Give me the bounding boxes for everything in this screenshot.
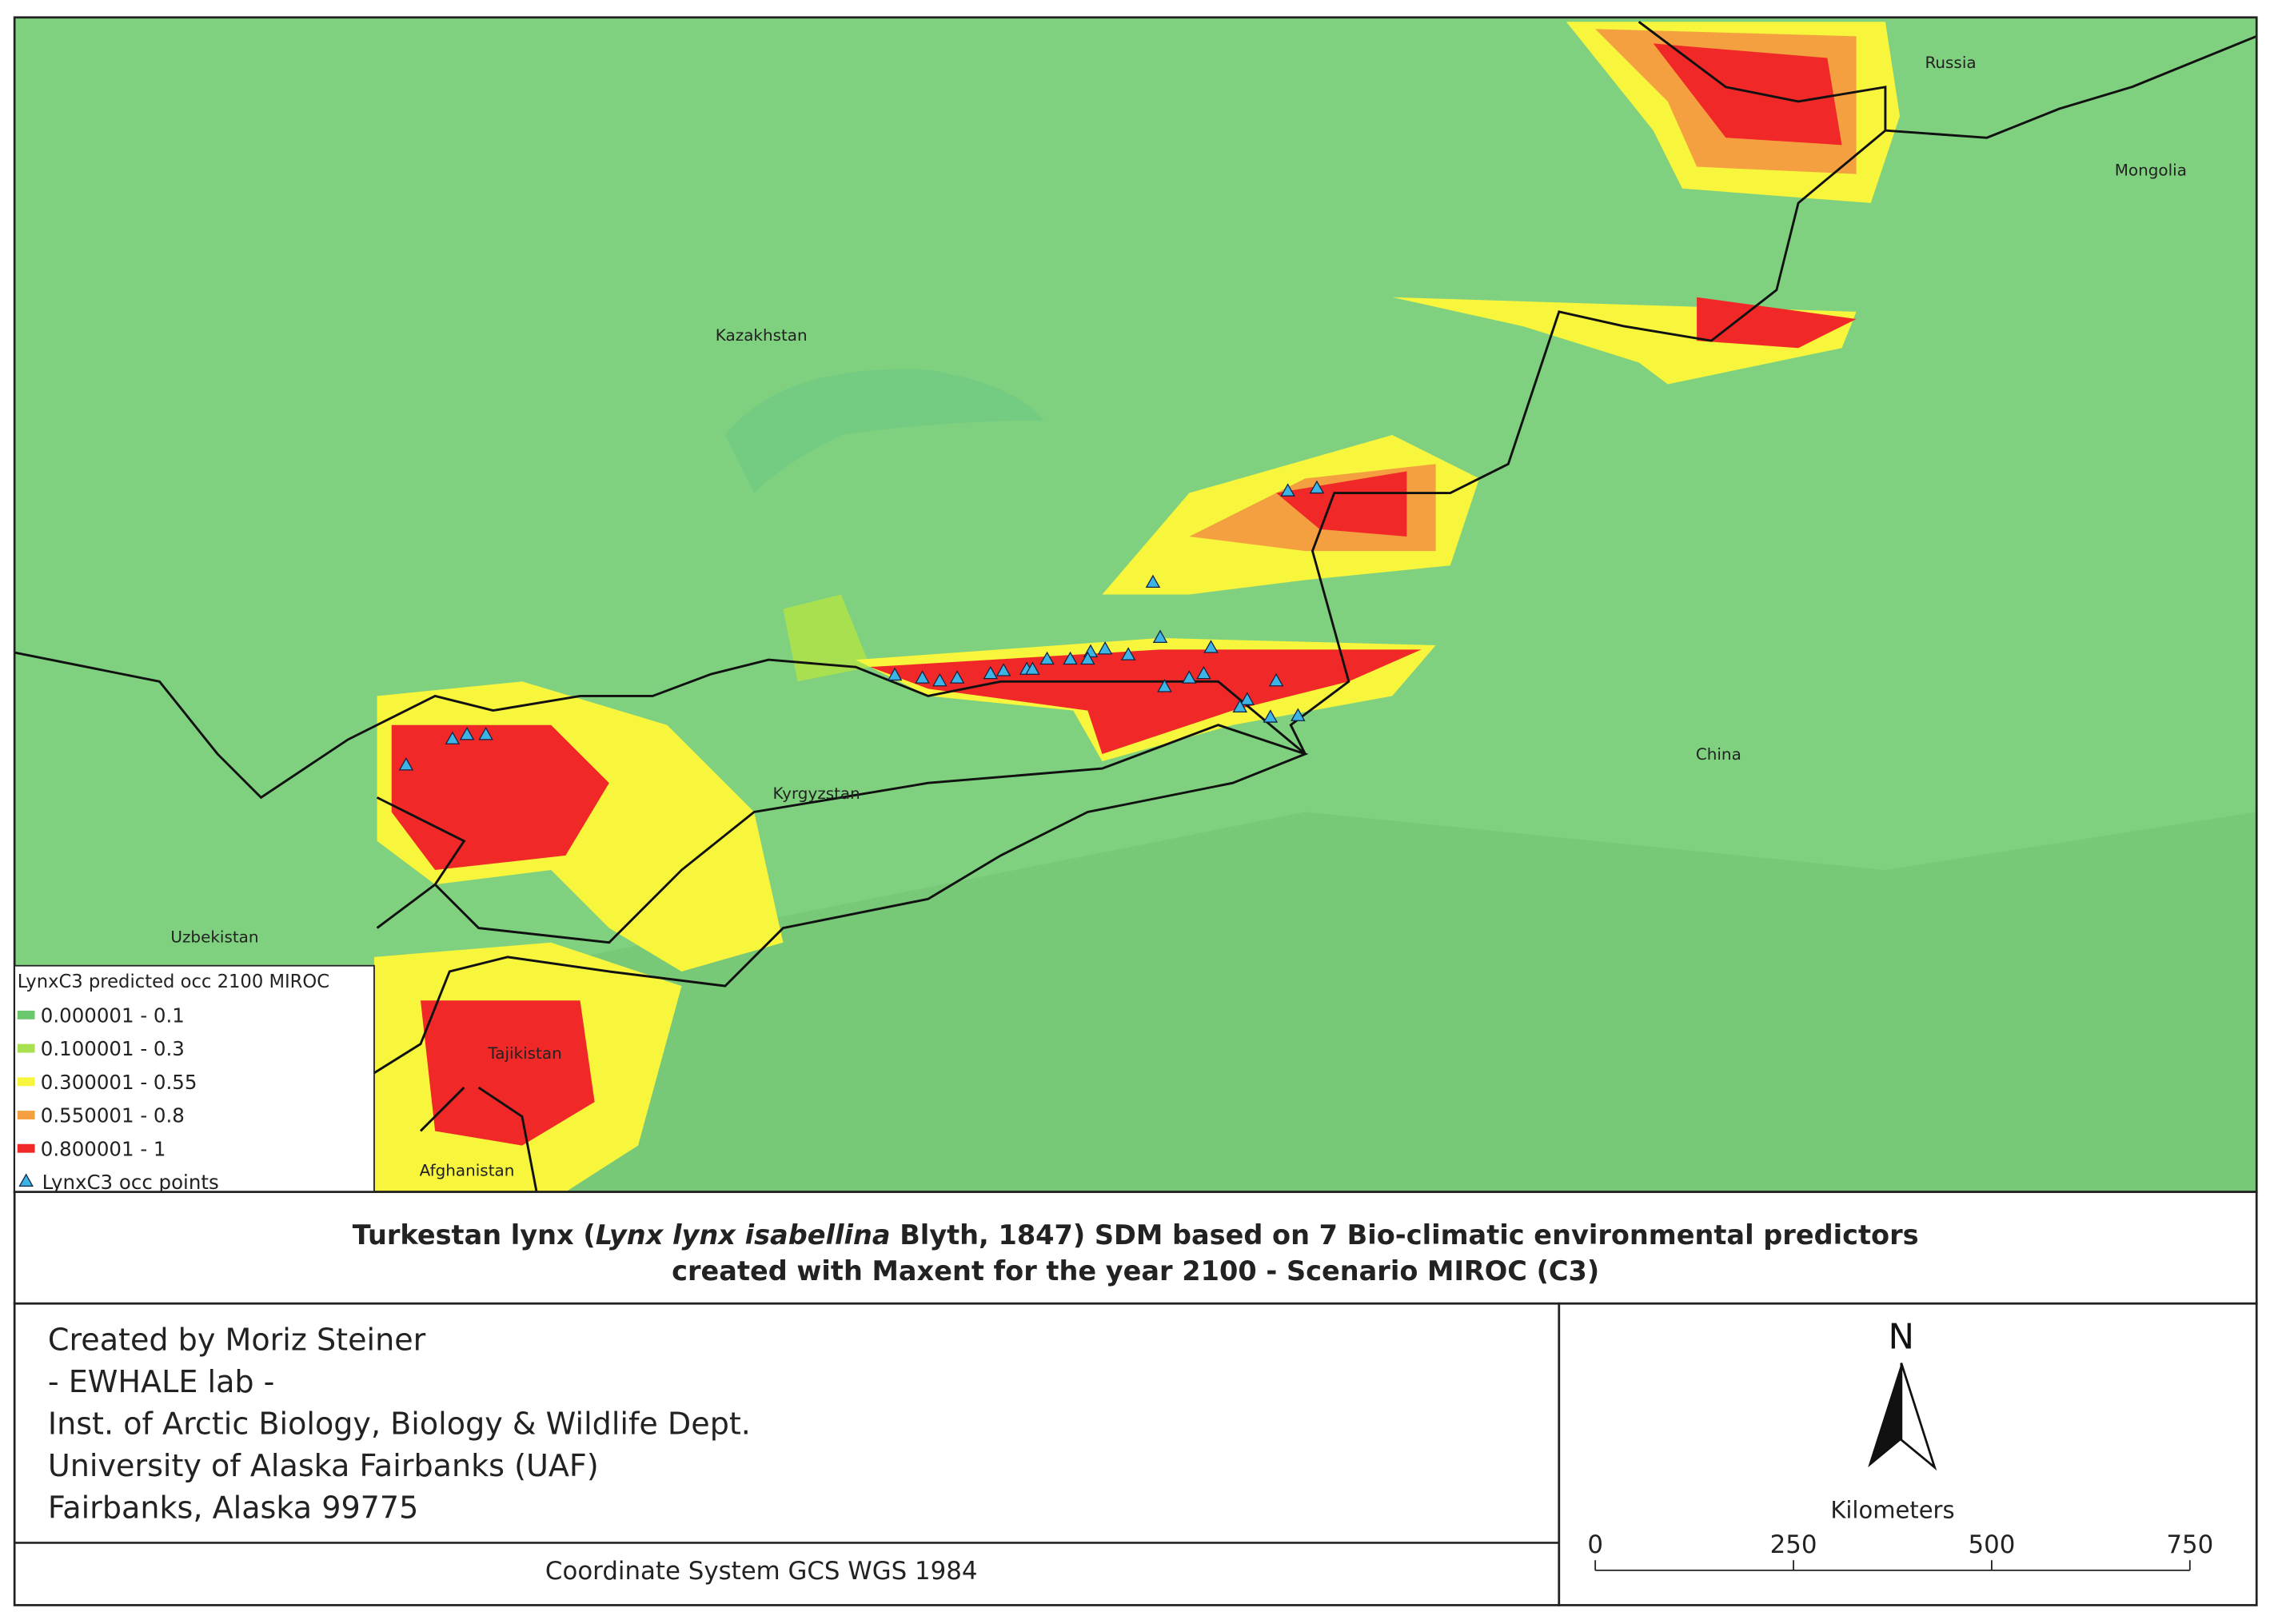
title-box	[13, 1191, 2258, 1305]
occurrence-point	[1120, 647, 1136, 660]
legend-label: LynxC3 occ points	[42, 1171, 219, 1194]
scale-tick-label: 250	[1770, 1530, 1817, 1559]
title-line1: Turkestan lynx (Lynx lynx isabellina Bly…	[353, 1219, 1919, 1251]
credit-line: Inst. of Arctic Biology, Biology & Wildl…	[48, 1406, 751, 1441]
occurrence-point	[478, 727, 493, 740]
country-label: Kyrgyzstan	[773, 784, 860, 803]
credit-line: Created by Moriz Steiner	[48, 1322, 426, 1357]
north-scale-box	[1558, 1302, 2258, 1606]
occurrence-point	[1268, 672, 1284, 687]
occurrence-point	[445, 731, 461, 744]
map: Russia Mongolia Kazakhstan Kyrgyzstan China U…	[13, 16, 2258, 1194]
title-species: Lynx lynx isabellina	[596, 1219, 891, 1251]
legend-label: 0.100001 - 0.3	[41, 1037, 185, 1060]
scale-tick-label: 0	[1587, 1530, 1603, 1559]
occurrence-points	[398, 480, 1325, 771]
legend: LynxC3 predicted occ 2100 MIROC 0.000001…	[14, 964, 375, 1194]
occurrence-point	[915, 670, 930, 684]
country-label: Afghanistan	[420, 1161, 515, 1180]
legend-label: 0.800001 - 1	[41, 1137, 166, 1160]
occurrence-point	[949, 670, 965, 684]
country-label: China	[1696, 744, 1741, 764]
occurrence-point	[1157, 679, 1172, 692]
scale-title: Kilometers	[1830, 1497, 1954, 1524]
occurrence-point	[1097, 641, 1113, 655]
occurrence-point	[1280, 483, 1295, 497]
country-labels: Russia Mongolia Kazakhstan Kyrgyzstan China U…	[170, 53, 2187, 1179]
legend-point-symbol	[18, 1173, 34, 1187]
occurrence-point	[398, 757, 414, 771]
legend-title: LynxC3 predicted occ 2100 MIROC	[18, 972, 329, 992]
title-part: Blyth, 1847) SDM based on 7 Bio-climatic…	[891, 1219, 1919, 1251]
country-label: Russia	[1925, 53, 1976, 72]
occurrence-point	[1063, 651, 1078, 665]
occurrence-point	[1196, 665, 1211, 680]
north-label: N	[1889, 1317, 1915, 1357]
occurrence-point	[1025, 661, 1040, 675]
occurrence-point	[459, 727, 475, 740]
occurrence-point	[1182, 670, 1197, 684]
legend-label: 0.000001 - 0.1	[41, 1004, 185, 1027]
legend-swatch	[17, 1077, 35, 1087]
occurrence-point	[887, 667, 903, 681]
occurrence-point	[1152, 629, 1168, 643]
title-part: Turkestan lynx (	[353, 1219, 596, 1251]
legend-swatch	[17, 1010, 35, 1019]
occurrence-point	[1291, 708, 1306, 721]
occurrence-point	[1080, 651, 1095, 665]
occurrence-point	[1309, 480, 1325, 494]
legend-box	[14, 964, 375, 1193]
country-label: Mongolia	[2115, 160, 2187, 179]
lake	[724, 369, 1044, 493]
scale-tick-label: 750	[2166, 1530, 2213, 1559]
occurrence-point	[1239, 692, 1255, 705]
legend-label: 0.550001 - 0.8	[41, 1104, 185, 1127]
occurrence-point	[1145, 574, 1161, 589]
occurrence-point	[995, 663, 1011, 676]
credit-line: - EWHALE lab -	[48, 1364, 275, 1399]
occurrence-point	[1263, 709, 1279, 723]
occurrence-point	[932, 672, 948, 687]
legend-label: 0.300001 - 0.55	[41, 1071, 197, 1094]
occurrence-point	[1039, 651, 1055, 665]
legend-swatch	[17, 1111, 35, 1119]
credit-line: Fairbanks, Alaska 99775	[48, 1490, 419, 1526]
coordinate-system: Coordinate System GCS WGS 1984	[545, 1557, 978, 1586]
scale-tick-label: 500	[1968, 1530, 2015, 1559]
borders	[14, 21, 2257, 1192]
credit-line: University of Alaska Fairbanks (UAF)	[48, 1448, 599, 1483]
occurrence-point	[983, 665, 999, 680]
scale-bar: Kilometers 0 250 500 750	[1587, 1497, 2213, 1571]
legend-swatch	[17, 1043, 35, 1053]
title-line2: created with Maxent for the year 2100 - …	[672, 1255, 1599, 1287]
occurrence-point	[1203, 640, 1219, 653]
credits-box	[13, 1302, 1561, 1606]
legend-swatch	[17, 1143, 35, 1153]
country-label: Tajikistan	[487, 1043, 561, 1063]
credits: Created by Moriz Steiner - EWHALE lab - In…	[48, 1322, 751, 1525]
country-label: Kazakhstan	[716, 325, 808, 345]
country-label: Uzbekistan	[170, 928, 258, 947]
north-arrow	[1900, 1363, 1937, 1471]
occurrence-point	[1232, 699, 1248, 713]
